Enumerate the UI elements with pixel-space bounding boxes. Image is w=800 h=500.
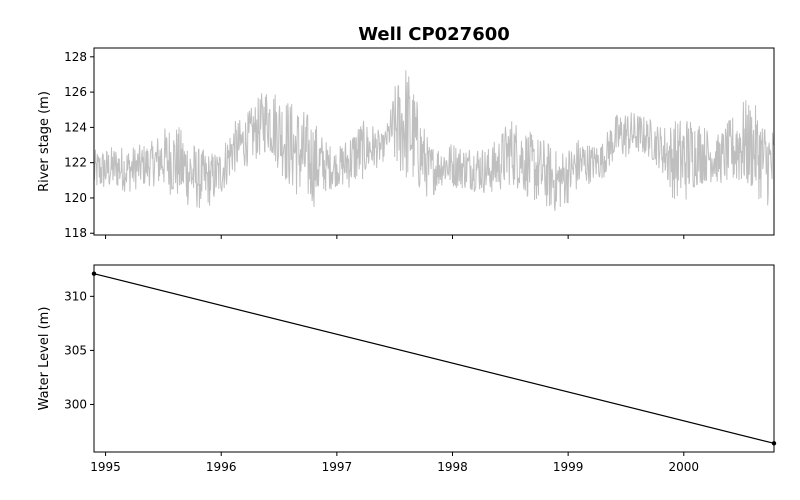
river-stage-y-ticks: 118 120 122 124 126 128: [64, 50, 94, 240]
water-level-x-tick-label: 1996: [206, 460, 237, 474]
river-stage-series: [93, 70, 775, 211]
water-level-x-tick-label: 1999: [553, 460, 584, 474]
river-stage-y-label: River stage (m): [37, 91, 52, 192]
river-stage-x-ticks: [105, 235, 685, 239]
water-level-x-tick-label: 1998: [437, 460, 468, 474]
river-stage-y-tick-label: 118: [64, 226, 87, 240]
river-stage-y-tick-label: 124: [64, 120, 87, 134]
water-level-line: [93, 273, 775, 444]
river-stage-axes-frame: [93, 47, 775, 236]
river-stage-line: [93, 70, 775, 211]
water-level-panel: 300 305 310 1995 1996 1997 1998 1999 2000 Water…: [37, 264, 777, 474]
water-level-x-tick-label: 1995: [90, 460, 121, 474]
water-level-x-tick-label: 2000: [669, 460, 700, 474]
water-level-y-label: Water Level (m): [37, 307, 52, 411]
water-level-y-tick-label: 300: [64, 397, 87, 411]
water-level-y-tick-label: 305: [64, 343, 87, 357]
water-level-x-tick-label: 1997: [322, 460, 353, 474]
river-stage-y-tick-label: 128: [64, 50, 87, 64]
water-level-x-ticks: 1995 1996 1997 1998 1999 2000: [90, 452, 699, 474]
river-stage-y-tick-label: 120: [64, 191, 87, 205]
water-level-y-ticks: 300 305 310: [64, 289, 94, 411]
water-level-axes-frame: [93, 264, 775, 453]
river-stage-panel: 118 120 122 124 126 128 River stage (m): [37, 47, 775, 240]
river-stage-y-tick-label: 126: [64, 85, 87, 99]
river-stage-y-tick-label: 122: [64, 156, 87, 170]
water-level-y-tick-label: 310: [64, 289, 87, 303]
chart-title: Well CP027600: [358, 24, 510, 45]
